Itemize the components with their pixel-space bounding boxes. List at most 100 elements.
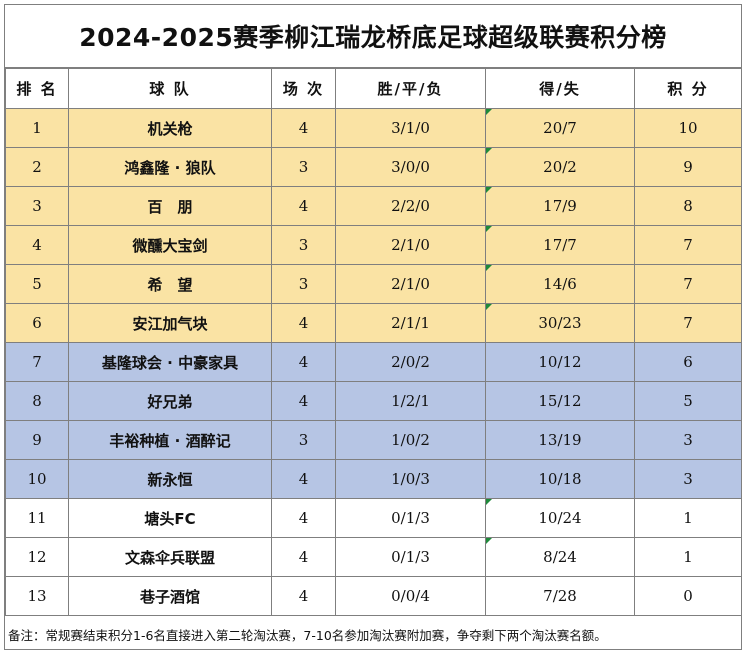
played-cell: 4	[271, 498, 336, 538]
wdl-cell: 0/0/4	[335, 576, 486, 616]
table-row: 11 塘头FC 4 0/1/3 10/24 1	[5, 498, 742, 538]
goals-cell: 8/24	[485, 537, 635, 577]
team-cell: 百 朋	[68, 186, 272, 226]
table-row: 1 机关枪 4 3/1/0 20/7 10	[5, 108, 742, 148]
cell-indicator-icon	[486, 304, 492, 310]
goals-cell: 17/9	[485, 186, 635, 226]
points-cell: 7	[634, 225, 742, 265]
wdl-cell: 2/0/2	[335, 342, 486, 382]
rank-cell: 6	[5, 303, 69, 343]
points-cell: 6	[634, 342, 742, 382]
wdl-cell: 1/2/1	[335, 381, 486, 421]
header-team: 球 队	[68, 68, 272, 109]
cell-indicator-icon	[486, 109, 492, 115]
standings-table: 排 名 球 队 场 次 胜/平/负 得/失 积 分 1 机关枪 4 3/1/0 20/7…	[5, 68, 742, 616]
played-cell: 3	[271, 420, 336, 460]
goals-cell: 10/18	[485, 459, 635, 499]
header-row: 排 名 球 队 场 次 胜/平/负 得/失 积 分	[5, 68, 742, 109]
table-row: 8 好兄弟 4 1/2/1 15/12 5	[5, 381, 742, 421]
wdl-cell: 1/0/2	[335, 420, 486, 460]
team-cell: 文森伞兵联盟	[68, 537, 272, 577]
standings-sheet: 2024-2025赛季柳江瑞龙桥底足球超级联赛积分榜 排 名 球 队 场 次 胜…	[4, 4, 742, 650]
played-cell: 4	[271, 342, 336, 382]
team-cell: 丰裕种植 · 酒醉记	[68, 420, 272, 460]
table-row: 10 新永恒 4 1/0/3 10/18 3	[5, 459, 742, 499]
points-cell: 7	[634, 264, 742, 304]
goals-cell: 7/28	[485, 576, 635, 616]
team-cell: 新永恒	[68, 459, 272, 499]
played-cell: 3	[271, 147, 336, 187]
table-row: 2 鸿鑫隆 · 狼队 3 3/0/0 20/2 9	[5, 147, 742, 187]
points-cell: 1	[634, 537, 742, 577]
table-row: 9 丰裕种植 · 酒醉记 3 1/0/2 13/19 3	[5, 420, 742, 460]
played-cell: 4	[271, 576, 336, 616]
team-cell: 安江加气块	[68, 303, 272, 343]
rank-cell: 4	[5, 225, 69, 265]
played-cell: 4	[271, 108, 336, 148]
rank-cell: 5	[5, 264, 69, 304]
played-cell: 3	[271, 225, 336, 265]
rank-cell: 2	[5, 147, 69, 187]
rank-cell: 11	[5, 498, 69, 538]
points-cell: 8	[634, 186, 742, 226]
rank-cell: 10	[5, 459, 69, 499]
wdl-cell: 2/1/1	[335, 303, 486, 343]
table-row: 13 巷子酒馆 4 0/0/4 7/28 0	[5, 576, 742, 616]
goals-cell: 30/23	[485, 303, 635, 343]
team-cell: 基隆球会 · 中豪家具	[68, 342, 272, 382]
footnote: 备注：常规赛结束积分1-6名直接进入第二轮淘汰赛，7-10名参加淘汰赛附加赛，争…	[8, 627, 607, 643]
cell-indicator-icon	[486, 148, 492, 154]
wdl-cell: 0/1/3	[335, 537, 486, 577]
wdl-cell: 0/1/3	[335, 498, 486, 538]
rank-cell: 3	[5, 186, 69, 226]
team-cell: 机关枪	[68, 108, 272, 148]
points-cell: 5	[634, 381, 742, 421]
wdl-cell: 2/1/0	[335, 264, 486, 304]
cell-indicator-icon	[486, 187, 492, 193]
team-cell: 好兄弟	[68, 381, 272, 421]
played-cell: 4	[271, 186, 336, 226]
table-row: 7 基隆球会 · 中豪家具 4 2/0/2 10/12 6	[5, 342, 742, 382]
header-points: 积 分	[634, 68, 742, 109]
goals-cell: 14/6	[485, 264, 635, 304]
team-cell: 希 望	[68, 264, 272, 304]
page-title: 2024-2025赛季柳江瑞龙桥底足球超级联赛积分榜	[5, 5, 741, 68]
rank-cell: 9	[5, 420, 69, 460]
rank-cell: 8	[5, 381, 69, 421]
goals-cell: 10/24	[485, 498, 635, 538]
header-wdl: 胜/平/负	[335, 68, 486, 109]
table-row: 4 微醺大宝剑 3 2/1/0 17/7 7	[5, 225, 742, 265]
points-cell: 3	[634, 420, 742, 460]
points-cell: 7	[634, 303, 742, 343]
team-cell: 鸿鑫隆 · 狼队	[68, 147, 272, 187]
goals-cell: 17/7	[485, 225, 635, 265]
wdl-cell: 2/2/0	[335, 186, 486, 226]
header-played: 场 次	[271, 68, 336, 109]
cell-indicator-icon	[486, 226, 492, 232]
points-cell: 0	[634, 576, 742, 616]
table-row: 6 安江加气块 4 2/1/1 30/23 7	[5, 303, 742, 343]
goals-cell: 20/7	[485, 108, 635, 148]
played-cell: 4	[271, 381, 336, 421]
wdl-cell: 3/0/0	[335, 147, 486, 187]
goals-cell: 15/12	[485, 381, 635, 421]
table-row: 12 文森伞兵联盟 4 0/1/3 8/24 1	[5, 537, 742, 577]
cell-indicator-icon	[486, 265, 492, 271]
header-rank: 排 名	[5, 68, 69, 109]
wdl-cell: 1/0/3	[335, 459, 486, 499]
rank-cell: 12	[5, 537, 69, 577]
team-cell: 塘头FC	[68, 498, 272, 538]
played-cell: 4	[271, 459, 336, 499]
played-cell: 3	[271, 264, 336, 304]
rank-cell: 7	[5, 342, 69, 382]
header-goals: 得/失	[485, 68, 635, 109]
team-cell: 微醺大宝剑	[68, 225, 272, 265]
points-cell: 1	[634, 498, 742, 538]
points-cell: 10	[634, 108, 742, 148]
rank-cell: 1	[5, 108, 69, 148]
wdl-cell: 3/1/0	[335, 108, 486, 148]
team-cell: 巷子酒馆	[68, 576, 272, 616]
played-cell: 4	[271, 303, 336, 343]
